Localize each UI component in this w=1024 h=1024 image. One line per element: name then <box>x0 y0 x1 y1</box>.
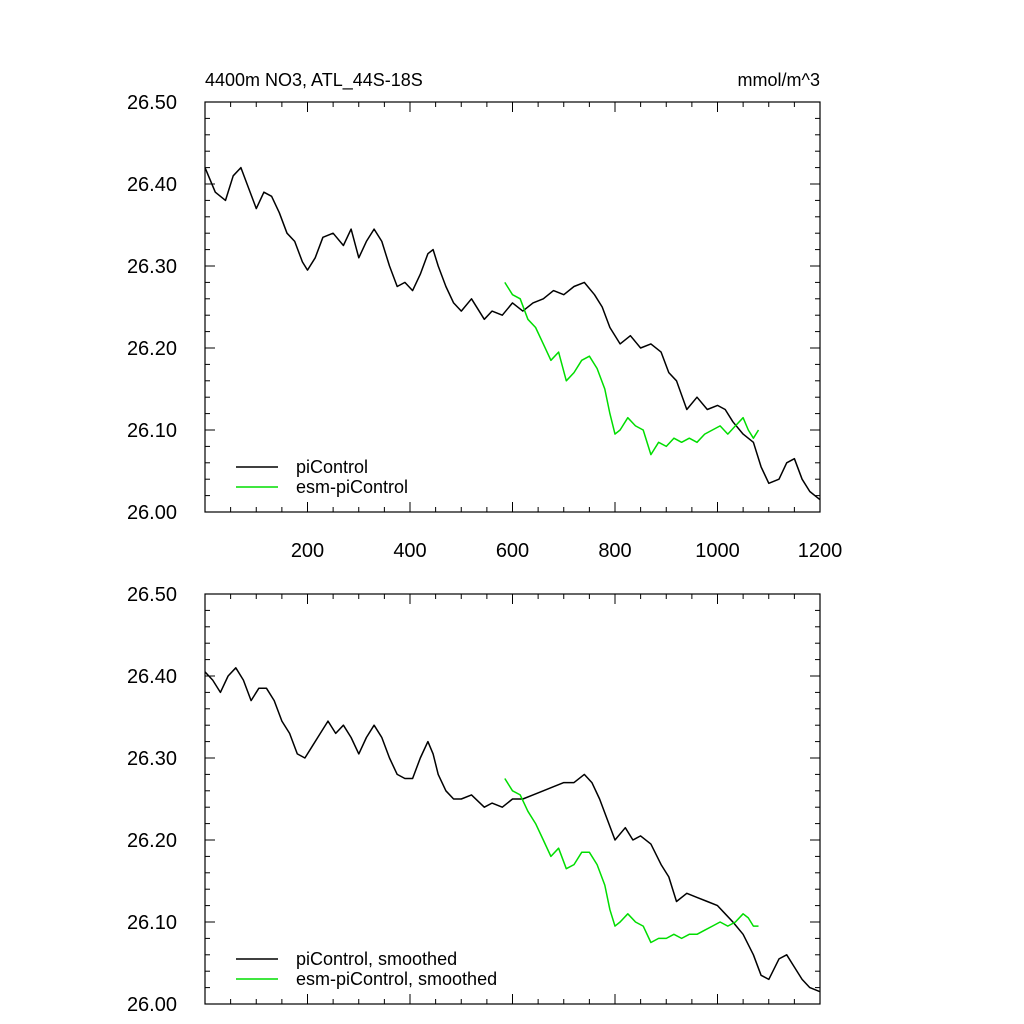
y-tick-label: 26.00 <box>127 994 177 1016</box>
x-tick-label: 1000 <box>695 540 740 562</box>
y-tick-label: 26.20 <box>127 830 177 852</box>
series-line-picontrol <box>204 667 821 993</box>
x-tick-label: 1200 <box>798 540 843 562</box>
legend-label: piControl <box>296 457 368 477</box>
series-line-esm-picontrol <box>504 778 759 944</box>
legend-label: piControl, smoothed <box>296 949 457 969</box>
y-tick-label: 26.50 <box>127 584 177 606</box>
y-tick-label: 26.40 <box>127 666 177 688</box>
y-tick-label: 26.00 <box>127 502 177 524</box>
units-label: mmol/m^3 <box>738 70 820 90</box>
y-tick-label: 26.10 <box>127 420 177 442</box>
y-tick-label: 26.20 <box>127 338 177 360</box>
chart-title: 4400m NO3, ATL_44S-18S <box>205 70 423 91</box>
x-tick-label: 600 <box>496 540 529 562</box>
x-tick-label: 400 <box>393 540 426 562</box>
y-tick-label: 26.50 <box>127 92 177 114</box>
panel-smoothed: 26.00 26.10 26.20 26.30 26.40 26.50 piControl,… <box>127 584 821 1016</box>
y-tick-label: 26.30 <box>127 256 177 278</box>
legend-label: esm-piControl <box>296 477 408 497</box>
y-tick-label: 26.10 <box>127 912 177 934</box>
y-tick-label: 26.30 <box>127 748 177 770</box>
y-tick-label: 26.40 <box>127 174 177 196</box>
series-line-picontrol <box>204 166 821 501</box>
series-line-esm-picontrol <box>504 282 760 456</box>
legend-label: esm-piControl, smoothed <box>296 969 497 989</box>
x-tick-label: 800 <box>598 540 631 562</box>
plot-frame <box>204 101 821 513</box>
x-tick-label: 200 <box>291 540 324 562</box>
panel-raw: 200 400 600 800 1000 1200 26.00 26.10 26.20 26.30… <box>127 92 842 562</box>
